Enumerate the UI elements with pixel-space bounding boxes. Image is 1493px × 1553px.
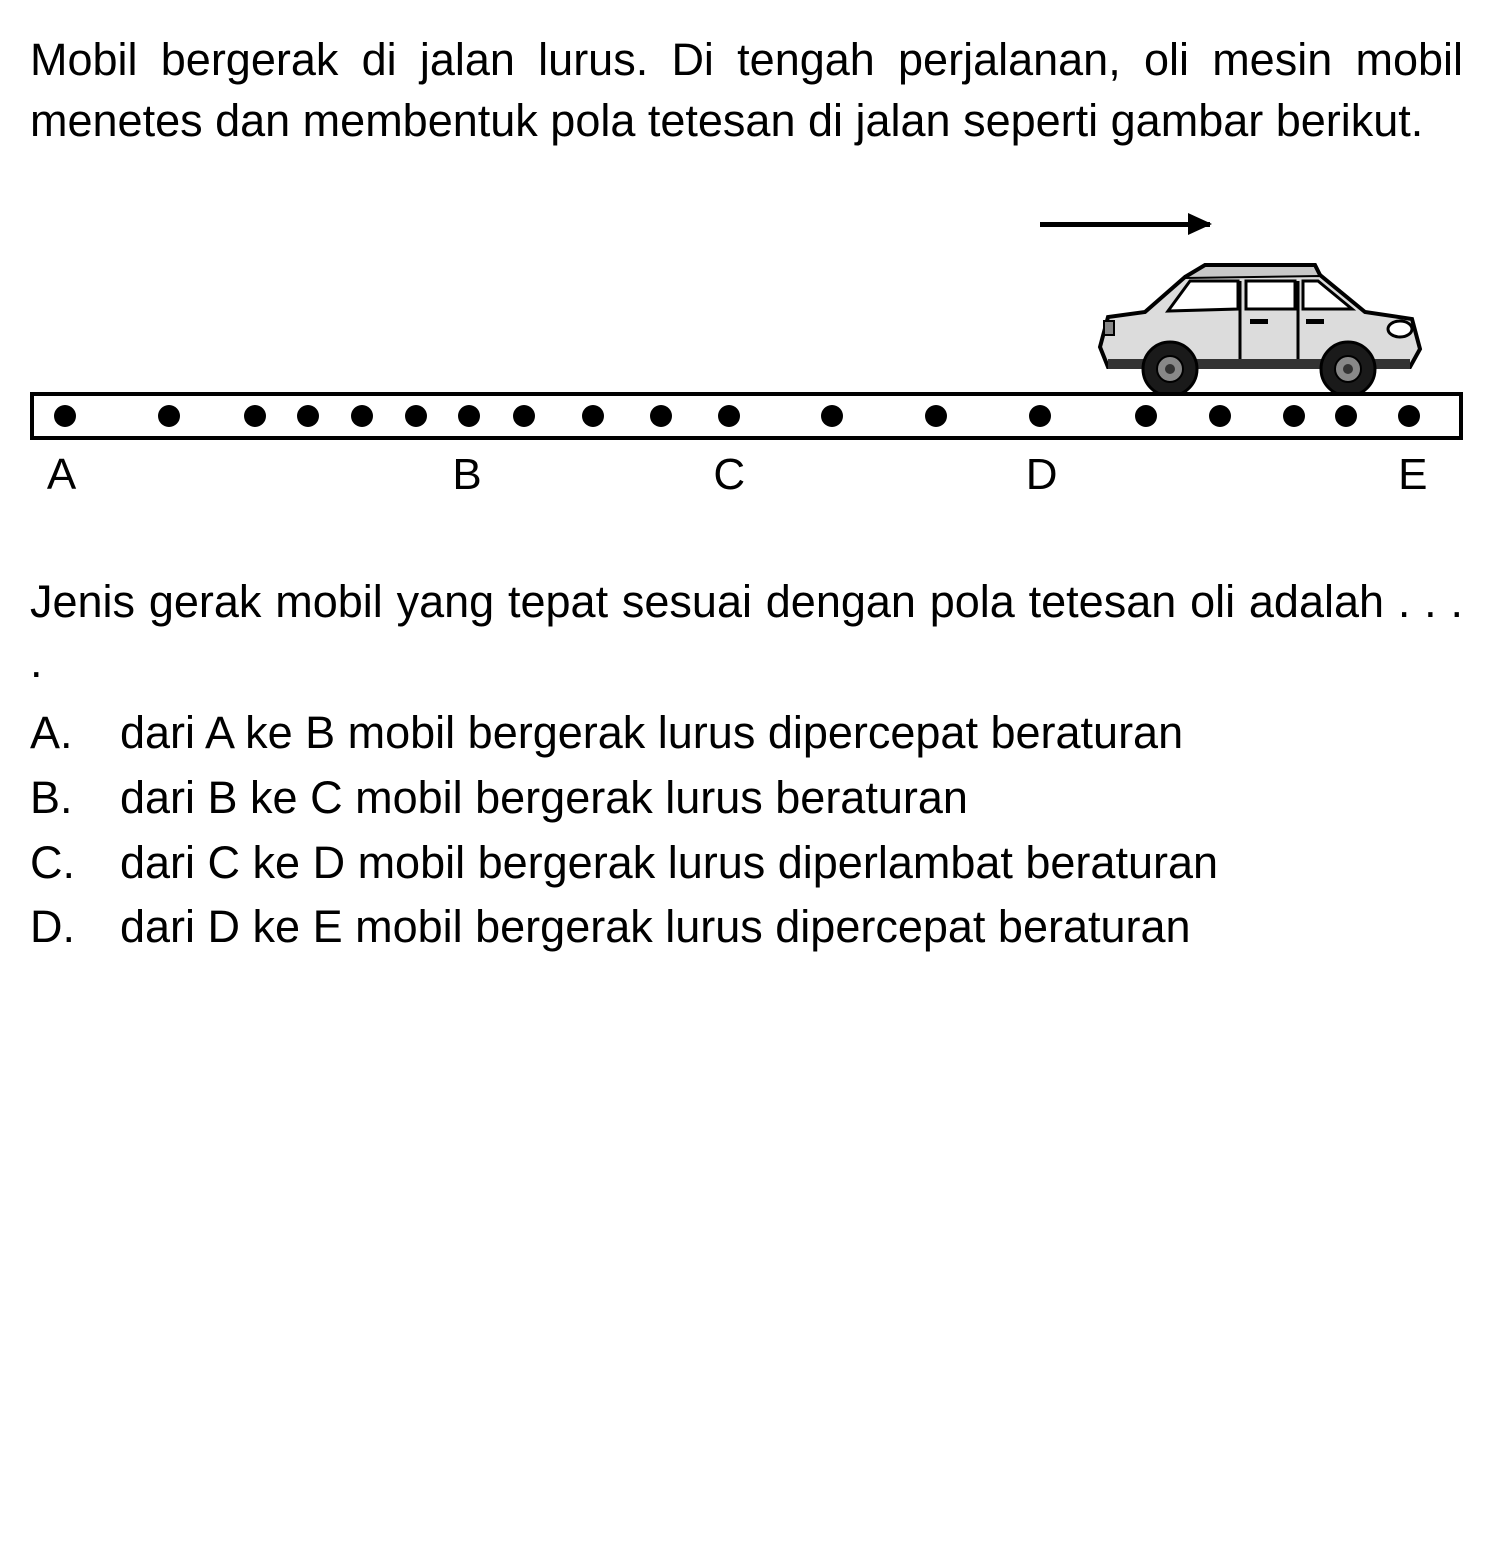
oil-dot [297,405,319,427]
oil-dot [821,405,843,427]
oil-dot [244,405,266,427]
section-label-c: C [713,450,745,500]
oil-dot [582,405,604,427]
option-text: dari B ke C mobil bergerak lurus beratur… [120,768,1463,829]
oil-dot [1029,405,1051,427]
option-letter: A. [30,703,120,764]
oil-dot [405,405,427,427]
option-letter: D. [30,897,120,958]
diagram: ABCDE [30,202,1463,482]
section-label-d: D [1026,450,1058,500]
oil-dot [1135,405,1157,427]
option-row: B.dari B ke C mobil bergerak lurus berat… [30,768,1463,829]
section-label-b: B [452,450,481,500]
options-list: A.dari A ke B mobil bergerak lurus diper… [30,703,1463,958]
option-row: D.dari D ke E mobil bergerak lurus diper… [30,897,1463,958]
option-letter: B. [30,768,120,829]
oil-dot [718,405,740,427]
oil-dot [925,405,947,427]
oil-dot [513,405,535,427]
option-row: C.dari C ke D mobil bergerak lurus diper… [30,833,1463,894]
section-label-a: A [47,450,76,500]
oil-dot [1398,405,1420,427]
car-icon [1090,257,1430,402]
option-letter: C. [30,833,120,894]
option-text: dari C ke D mobil bergerak lurus diperla… [120,833,1463,894]
oil-dot [158,405,180,427]
motion-arrow [1040,222,1210,227]
oil-dot [54,405,76,427]
option-row: A.dari A ke B mobil bergerak lurus diper… [30,703,1463,764]
option-text: dari D ke E mobil bergerak lurus diperce… [120,897,1463,958]
question-text: Mobil bergerak di jalan lurus. Di tengah… [30,30,1463,152]
oil-dot [650,405,672,427]
road-strip [30,392,1463,440]
section-label-e: E [1398,450,1427,500]
prompt-text: Jenis gerak mobil yang tepat sesuai deng… [30,572,1463,694]
oil-dot [1283,405,1305,427]
oil-dot [1209,405,1231,427]
oil-dot [1335,405,1357,427]
oil-dot [351,405,373,427]
oil-dot [458,405,480,427]
option-text: dari A ke B mobil bergerak lurus diperce… [120,703,1463,764]
